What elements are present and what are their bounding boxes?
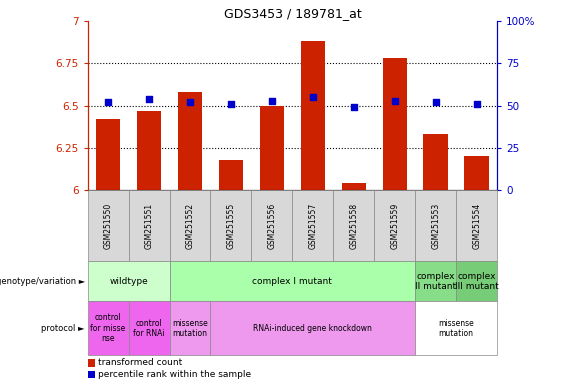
Point: [103, 99, 112, 105]
Point: [349, 104, 358, 110]
Text: GSM251556: GSM251556: [267, 202, 276, 249]
Bar: [210, 190, 251, 261]
Bar: [415, 261, 456, 301]
Bar: [383, 58, 407, 190]
Text: GSM251555: GSM251555: [227, 202, 236, 249]
Bar: [170, 190, 210, 261]
Point: [145, 96, 154, 102]
Bar: [251, 190, 293, 261]
Text: genotype/variation ►: genotype/variation ►: [0, 277, 85, 286]
Text: complex I mutant: complex I mutant: [253, 277, 332, 286]
Text: control
for RNAi: control for RNAi: [133, 319, 165, 338]
Bar: [464, 156, 489, 190]
Bar: [170, 261, 415, 301]
Bar: [219, 160, 244, 190]
Text: control
for misse
nse: control for misse nse: [90, 313, 125, 343]
Title: GDS3453 / 189781_at: GDS3453 / 189781_at: [224, 7, 361, 20]
Text: percentile rank within the sample: percentile rank within the sample: [98, 370, 251, 379]
Text: GSM251551: GSM251551: [145, 202, 154, 249]
Bar: [293, 190, 333, 261]
Text: GSM251553: GSM251553: [431, 202, 440, 249]
Bar: [374, 190, 415, 261]
Bar: [170, 301, 210, 355]
Bar: [88, 261, 170, 301]
Text: missense
mutation: missense mutation: [438, 319, 474, 338]
Bar: [415, 190, 456, 261]
Text: GSM251559: GSM251559: [390, 202, 399, 249]
Bar: [210, 301, 415, 355]
Point: [308, 94, 318, 100]
Bar: [137, 111, 162, 190]
Bar: [128, 190, 170, 261]
Bar: [457, 261, 497, 301]
Point: [267, 98, 276, 104]
Text: GSM251554: GSM251554: [472, 202, 481, 249]
Bar: [341, 183, 366, 190]
Bar: [424, 134, 448, 190]
Bar: [260, 106, 284, 190]
Text: missense
mutation: missense mutation: [172, 319, 208, 338]
Text: protocol ►: protocol ►: [41, 324, 85, 333]
Point: [472, 101, 481, 107]
Point: [431, 99, 440, 105]
Bar: [88, 371, 95, 378]
Text: RNAi-induced gene knockdown: RNAi-induced gene knockdown: [254, 324, 372, 333]
Bar: [88, 190, 128, 261]
Text: complex
II mutant: complex II mutant: [415, 271, 457, 291]
Bar: [301, 41, 325, 190]
Text: GSM251557: GSM251557: [308, 202, 318, 249]
Bar: [128, 301, 170, 355]
Text: GSM251550: GSM251550: [103, 202, 112, 249]
Bar: [457, 190, 497, 261]
Text: GSM251552: GSM251552: [185, 202, 194, 249]
Text: wildtype: wildtype: [109, 277, 148, 286]
Bar: [95, 119, 120, 190]
Point: [185, 99, 194, 105]
Text: transformed count: transformed count: [98, 358, 182, 367]
Bar: [88, 359, 95, 367]
Bar: [177, 92, 202, 190]
Bar: [88, 301, 128, 355]
Bar: [333, 190, 374, 261]
Bar: [415, 301, 497, 355]
Point: [390, 98, 399, 104]
Text: GSM251558: GSM251558: [349, 202, 358, 249]
Text: complex
III mutant: complex III mutant: [455, 271, 498, 291]
Point: [227, 101, 236, 107]
